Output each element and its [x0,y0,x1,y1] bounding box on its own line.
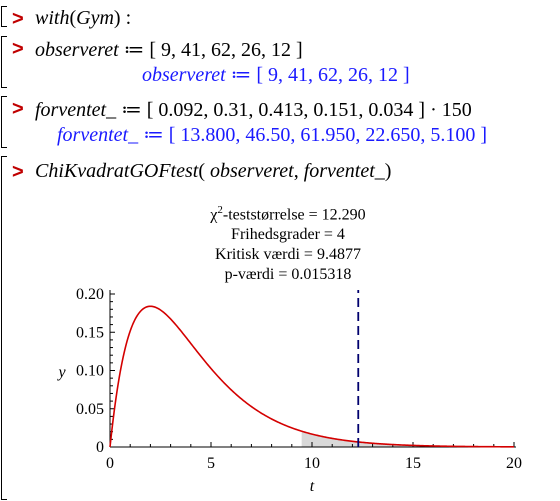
output-var-name: observeret [142,64,226,86]
y-tick-label: 0.10 [76,363,104,380]
function-arg: Gym [76,7,114,29]
output-assign-op: ≔ [138,124,169,146]
group-bracket-2 [1,36,7,88]
stat-value-text: -teststørrelse = 12.290 [222,206,366,224]
y-tick-label: 0 [96,439,104,456]
y-axis-label: y [56,364,66,381]
input-line-with-gym[interactable]: with(Gym) : [35,7,132,29]
output-list-value: [ 9, 41, 62, 26, 12 ] [256,64,410,86]
group-bracket-4 [1,156,7,500]
output-list-value: [ 13.800, 46.50, 61.950, 22.650, 5.100 ] [168,124,488,146]
output-assign-op: ≔ [225,64,257,86]
list-value: [ 0.092, 0.31, 0.413, 0.151, 0.034 ] [146,99,426,121]
critical-region-shading [301,431,514,447]
chi-exponent: 2 [217,204,223,216]
prompt-1: > [12,8,24,30]
output-line-forventet: forventet_ ≔ [ 13.800, 46.50, 61.950, 22… [57,122,487,147]
multiplier: · 150 [425,99,472,121]
assign-op: ≔ [116,99,147,121]
x-tick-label: 0 [106,455,114,472]
input-line-chitest[interactable]: ChiKvadratGOFtest( observeret, forventet… [35,160,392,182]
stat-critical-value: Kritisk værdi = 9.4877 [215,246,361,264]
statement-terminator: : [120,7,132,29]
x-tick-label: 15 [405,455,421,472]
x-tick-label: 20 [506,455,522,472]
x-tick-label: 5 [207,455,215,472]
group-bracket-1 [1,6,7,27]
x-tick-label: 10 [304,455,320,472]
prompt-3: > [12,98,24,120]
input-line-forventet[interactable]: forventet_ ≔ [ 0.092, 0.31, 0.413, 0.151… [35,97,472,122]
var-name: forventet_ [35,99,117,121]
group-bracket-3 [1,96,7,148]
chi-symbol: χ [210,206,218,224]
y-tick-label: 0.20 [76,286,104,303]
list-value: [ 9, 41, 62, 26, 12 ] [149,39,303,61]
assign-op: ≔ [118,39,150,61]
stat-p-value: p-værdi = 0.015318 [224,266,352,284]
density-curve [109,305,515,448]
function-arg-2: forventet_ [303,160,385,182]
y-tick-label: 0.15 [76,324,104,341]
input-line-observeret[interactable]: observeret ≔ [ 9, 41, 62, 26, 12 ] [35,37,303,62]
stat-degrees-of-freedom: Frihedsgrader = 4 [231,226,345,244]
x-axis-label: t [310,478,315,495]
var-name: observeret [35,39,119,61]
output-line-observeret: observeret ≔ [ 9, 41, 62, 26, 12 ] [142,62,410,87]
output-var-name: forventet_ [57,124,139,146]
prompt-2: > [12,38,24,60]
function-arg-1: observeret [210,160,294,182]
prompt-4: > [12,161,24,183]
y-tick-label: 0.05 [76,401,104,418]
stat-test-statistic: χ2-teststørrelse = 12.290 [150,200,426,225]
test-statistics: χ2-teststørrelse = 12.290 Frihedsgrader … [150,200,426,285]
function-name: ChiKvadratGOFtest [35,160,199,182]
function-name: with [35,7,70,29]
